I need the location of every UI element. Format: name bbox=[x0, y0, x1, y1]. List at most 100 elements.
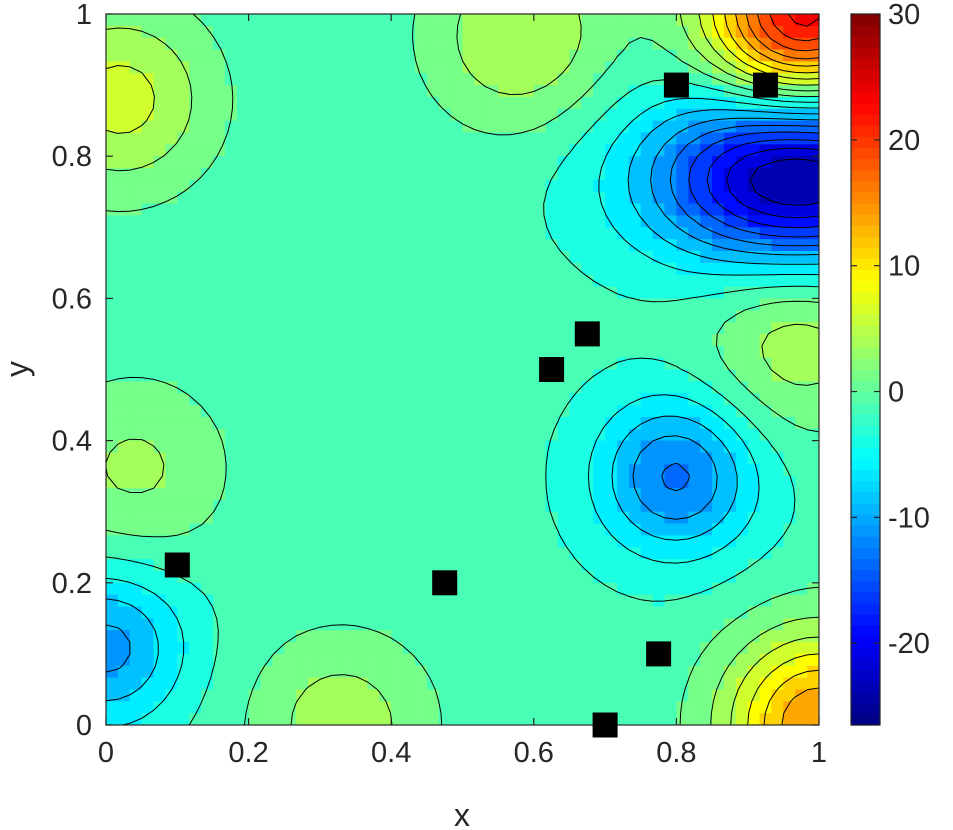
field-cell bbox=[201, 85, 214, 98]
field-cell bbox=[177, 310, 190, 323]
field-cell bbox=[141, 120, 155, 134]
field-cell bbox=[272, 179, 285, 193]
field-cell bbox=[688, 85, 701, 98]
field-cell bbox=[759, 132, 773, 145]
field-cell bbox=[177, 535, 190, 548]
field-cell bbox=[165, 298, 178, 311]
field-cell bbox=[771, 262, 784, 276]
field-cell bbox=[640, 701, 654, 714]
field-cell bbox=[319, 14, 333, 27]
field-cell bbox=[296, 73, 309, 86]
field-cell bbox=[379, 476, 392, 489]
field-cell bbox=[664, 25, 677, 39]
field-cell bbox=[498, 488, 511, 501]
field-cell bbox=[557, 108, 571, 122]
field-cell bbox=[569, 298, 582, 311]
field-cell bbox=[284, 251, 297, 264]
field-cell bbox=[486, 333, 499, 347]
field-cell bbox=[581, 215, 594, 228]
field-cell bbox=[450, 120, 464, 134]
field-cell bbox=[652, 132, 666, 145]
field-cell bbox=[391, 144, 404, 157]
field-cell bbox=[521, 381, 535, 394]
field-cell bbox=[712, 381, 725, 394]
field-cell bbox=[616, 570, 630, 584]
colorbar-band bbox=[851, 402, 880, 415]
field-cell bbox=[462, 85, 475, 98]
field-cell bbox=[735, 251, 749, 264]
field-cell bbox=[272, 440, 285, 454]
field-cell bbox=[189, 179, 202, 193]
field-cell bbox=[367, 523, 380, 536]
field-cell bbox=[236, 416, 250, 430]
field-cell bbox=[248, 191, 262, 205]
field-cell bbox=[284, 310, 297, 323]
field-cell bbox=[414, 701, 428, 714]
field-cell bbox=[807, 96, 819, 110]
field-cell bbox=[783, 120, 796, 134]
field-cell bbox=[212, 251, 226, 264]
field-cell bbox=[331, 251, 345, 264]
field-cell bbox=[355, 120, 369, 134]
field-cell bbox=[581, 73, 594, 86]
field-cell bbox=[117, 677, 131, 691]
field-cell bbox=[426, 286, 440, 299]
field-cell bbox=[379, 630, 392, 643]
field-cell bbox=[521, 606, 535, 619]
field-cell bbox=[189, 440, 202, 454]
field-cell bbox=[248, 405, 262, 418]
field-cell bbox=[735, 594, 749, 608]
field-cell bbox=[533, 630, 547, 643]
field-cell bbox=[807, 393, 819, 406]
field-cell bbox=[676, 108, 689, 122]
field-cell bbox=[284, 630, 297, 643]
field-cell bbox=[795, 49, 808, 62]
field-cell bbox=[438, 14, 452, 27]
y-tick-label: 0.8 bbox=[52, 141, 92, 173]
colorbar-band bbox=[851, 136, 880, 148]
field-cell bbox=[284, 476, 297, 489]
field-cell bbox=[403, 381, 416, 394]
field-cell bbox=[652, 488, 666, 501]
field-cell bbox=[414, 96, 428, 110]
field-cell bbox=[676, 464, 689, 477]
field-cell bbox=[533, 85, 547, 98]
field-cell bbox=[486, 286, 499, 299]
field-cell bbox=[593, 499, 606, 513]
field-cell bbox=[450, 428, 464, 442]
field-cell bbox=[201, 701, 214, 714]
field-cell bbox=[236, 168, 250, 181]
field-cell bbox=[212, 179, 226, 193]
field-cell bbox=[212, 274, 226, 288]
field-cell bbox=[747, 274, 761, 288]
field-cell bbox=[391, 689, 404, 702]
field-cell bbox=[355, 630, 369, 643]
field-cell bbox=[807, 594, 819, 608]
field-cell bbox=[712, 262, 725, 276]
field-cell bbox=[331, 701, 345, 714]
field-cell bbox=[676, 333, 689, 347]
field-cell bbox=[498, 618, 511, 631]
field-cell bbox=[795, 262, 808, 276]
field-cell bbox=[153, 73, 167, 86]
field-cell bbox=[569, 239, 582, 252]
field-cell bbox=[569, 85, 582, 98]
field-cell bbox=[557, 416, 571, 430]
field-cell bbox=[462, 286, 475, 299]
field-cell bbox=[308, 677, 321, 691]
field-cell bbox=[462, 227, 475, 240]
field-cell bbox=[117, 120, 131, 134]
field-cell bbox=[486, 381, 499, 394]
field-cell bbox=[414, 618, 428, 631]
field-cell bbox=[652, 49, 666, 62]
field-cell bbox=[106, 464, 119, 477]
field-cell bbox=[498, 653, 511, 667]
field-cell bbox=[557, 262, 571, 276]
field-cell bbox=[438, 606, 452, 619]
field-cell bbox=[747, 37, 761, 51]
field-cell bbox=[201, 381, 214, 394]
field-cell bbox=[141, 322, 155, 335]
field-cell bbox=[391, 523, 404, 536]
field-cell bbox=[117, 405, 131, 418]
colorbar-band bbox=[851, 169, 880, 182]
